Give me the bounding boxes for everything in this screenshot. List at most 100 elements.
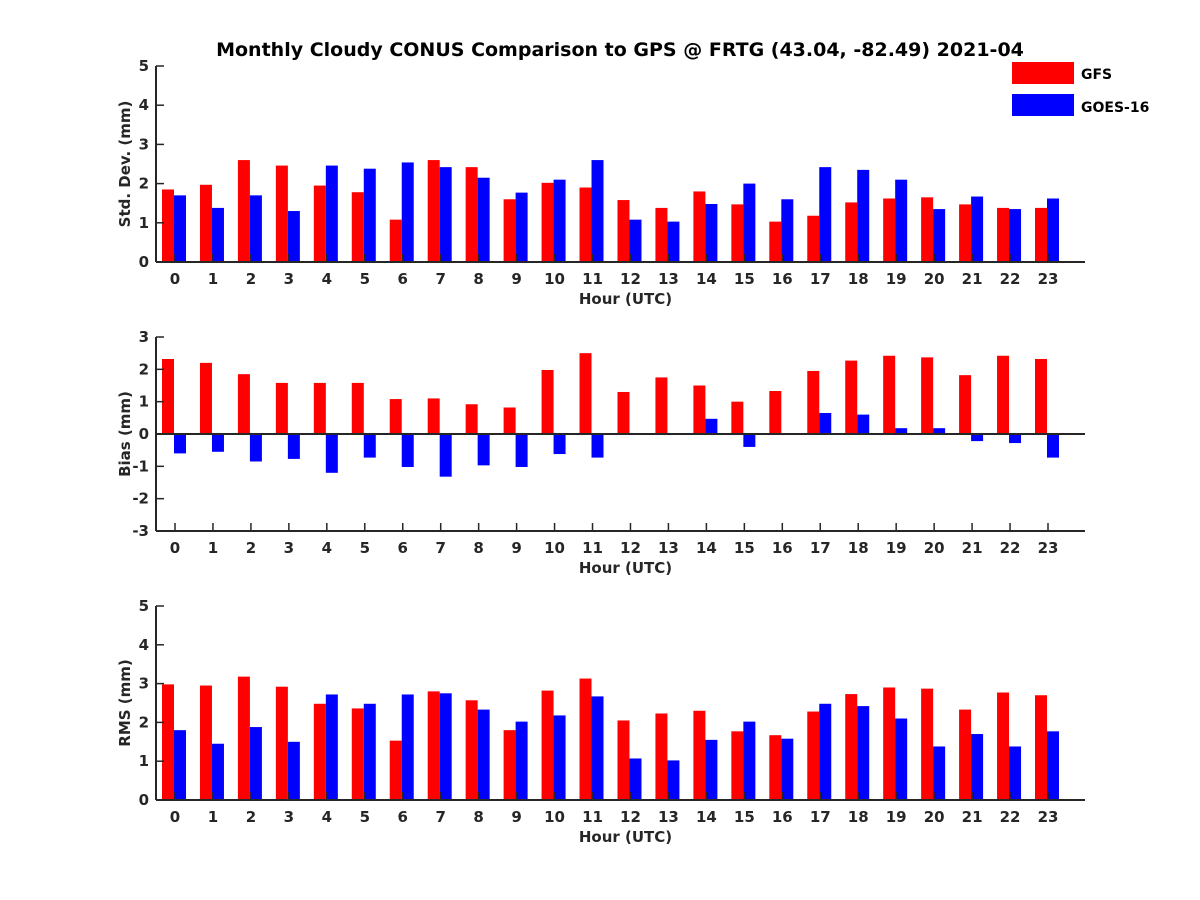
bias-bar-goes-16-hour-8 — [477, 434, 490, 466]
rms-bar-goes-16-hour-14 — [705, 739, 718, 800]
rms-bar-gfs-hour-22 — [997, 692, 1010, 800]
std-dev-bar-gfs-hour-5 — [351, 192, 364, 262]
legend-swatch-goes16 — [1012, 94, 1074, 116]
std-dev-xtick-label: 19 — [886, 270, 907, 288]
std-dev-xtick-label: 6 — [398, 270, 408, 288]
std-dev-bar-goes-16-hour-1 — [211, 207, 224, 262]
rms-bar-goes-16-hour-10 — [553, 715, 566, 800]
rms-bar-goes-16-hour-0 — [174, 730, 186, 800]
bias-bar-gfs-hour-3 — [275, 382, 288, 434]
bias-bar-goes-16-hour-23 — [1047, 434, 1059, 458]
rms-bar-goes-16-hour-7 — [439, 693, 452, 800]
rms-xtick-label: 15 — [734, 808, 755, 826]
std-dev-xtick-label: 23 — [1038, 270, 1059, 288]
bias-ytick-label: -3 — [132, 522, 149, 540]
bias-bar-goes-16-hour-9 — [515, 434, 528, 467]
rms-xtick-label: 8 — [473, 808, 483, 826]
rms-bar-goes-16-hour-13 — [667, 760, 680, 800]
bias-bar-goes-16-hour-6 — [401, 434, 414, 467]
bias-xtick-label: 23 — [1038, 539, 1059, 557]
std-dev-bar-goes-16-hour-19 — [895, 179, 908, 262]
bias-bar-goes-16-hour-11 — [591, 434, 604, 458]
rms-bar-goes-16-hour-17 — [819, 703, 832, 800]
rms-bar-goes-16-hour-4 — [325, 694, 338, 800]
std-dev-xtick-label: 1 — [208, 270, 218, 288]
bias-xtick-label: 8 — [473, 539, 483, 557]
rms-ytick-label: 3 — [139, 675, 149, 693]
rms-bar-gfs-hour-23 — [1035, 695, 1047, 800]
bias-bar-gfs-hour-12 — [617, 391, 630, 434]
rms-bar-gfs-hour-9 — [503, 730, 516, 800]
bias-bar-gfs-hour-21 — [959, 375, 972, 434]
bias-xtick-label: 14 — [696, 539, 717, 557]
rms-bar-goes-16-hour-20 — [933, 746, 946, 800]
rms-xtick-label: 16 — [772, 808, 793, 826]
bias-xtick-label: 17 — [810, 539, 831, 557]
rms-bar-goes-16-hour-12 — [629, 758, 642, 800]
std-dev-ytick-label: 5 — [139, 57, 149, 75]
std-dev-bar-gfs-hour-14 — [693, 191, 706, 262]
rms-xtick-label: 17 — [810, 808, 831, 826]
rms-xtick-label: 1 — [208, 808, 218, 826]
std-dev-bar-goes-16-hour-20 — [933, 209, 946, 262]
rms-bar-gfs-hour-6 — [389, 740, 402, 800]
rms-bar-goes-16-hour-2 — [249, 727, 262, 800]
bias-bar-gfs-hour-2 — [237, 374, 250, 434]
rms-bar-gfs-hour-7 — [427, 691, 440, 800]
bias-xtick-label: 11 — [582, 539, 603, 557]
bias-xtick-label: 1 — [208, 539, 218, 557]
std-dev-xtick-label: 8 — [473, 270, 483, 288]
rms-bar-goes-16-hour-19 — [895, 718, 908, 800]
std-dev-xtick-label: 2 — [246, 270, 256, 288]
bias-bar-gfs-hour-5 — [351, 382, 364, 434]
rms-xtick-label: 14 — [696, 808, 717, 826]
rms-xtick-label: 4 — [322, 808, 332, 826]
rms-bar-goes-16-hour-1 — [211, 743, 224, 800]
std-dev-bar-gfs-hour-4 — [313, 185, 326, 262]
std-dev-xtick-label: 0 — [170, 270, 180, 288]
std-dev-y-axis-label: Std. Dev. (mm) — [116, 101, 134, 228]
rms-bar-goes-16-hour-9 — [515, 721, 528, 800]
std-dev-bar-goes-16-hour-13 — [667, 221, 680, 262]
std-dev-xtick-label: 10 — [544, 270, 565, 288]
bias-xtick-label: 12 — [620, 539, 641, 557]
bias-bar-gfs-hour-6 — [389, 399, 402, 434]
bias-xtick-label: 15 — [734, 539, 755, 557]
std-dev-xtick-label: 17 — [810, 270, 831, 288]
std-dev-ytick-label: 2 — [139, 175, 149, 193]
std-dev-bar-gfs-hour-15 — [731, 204, 744, 262]
std-dev-bar-goes-16-hour-23 — [1047, 198, 1059, 262]
std-dev-xtick-label: 22 — [1000, 270, 1021, 288]
std-dev-bar-gfs-hour-22 — [997, 207, 1010, 262]
bias-bar-gfs-hour-4 — [313, 382, 326, 434]
std-dev-bar-gfs-hour-0 — [162, 189, 174, 262]
rms-xtick-label: 10 — [544, 808, 565, 826]
std-dev-bar-goes-16-hour-12 — [629, 219, 642, 262]
figure-title: Monthly Cloudy CONUS Comparison to GPS @… — [216, 39, 1024, 61]
rms-bar-gfs-hour-12 — [617, 720, 630, 800]
rms-xtick-label: 5 — [360, 808, 370, 826]
rms-bar-gfs-hour-13 — [655, 713, 668, 800]
std-dev-ytick-label: 4 — [139, 96, 149, 114]
bias-ytick-label: -1 — [132, 457, 149, 475]
bias-bar-goes-16-hour-21 — [971, 434, 984, 442]
bias-xtick-label: 20 — [924, 539, 945, 557]
rms-xtick-label: 3 — [284, 808, 294, 826]
bias-bar-goes-16-hour-20 — [933, 428, 946, 434]
std-dev-bar-gfs-hour-10 — [541, 182, 554, 262]
legend-swatch-gfs — [1012, 62, 1074, 84]
std-dev-bar-gfs-hour-13 — [655, 207, 668, 262]
std-dev-bar-gfs-hour-21 — [959, 204, 972, 262]
std-dev-bar-goes-16-hour-0 — [174, 195, 186, 262]
std-dev-bar-gfs-hour-8 — [465, 167, 478, 262]
legend-label-gfs: GFS — [1081, 67, 1112, 83]
std-dev-bar-gfs-hour-20 — [921, 197, 934, 262]
std-dev-bar-gfs-hour-6 — [389, 219, 402, 262]
bias-bar-goes-16-hour-1 — [211, 434, 224, 452]
rms-bar-goes-16-hour-8 — [477, 709, 490, 800]
std-dev-bar-goes-16-hour-4 — [325, 165, 338, 262]
bias-bar-gfs-hour-23 — [1035, 358, 1047, 434]
bias-xtick-label: 0 — [170, 539, 180, 557]
